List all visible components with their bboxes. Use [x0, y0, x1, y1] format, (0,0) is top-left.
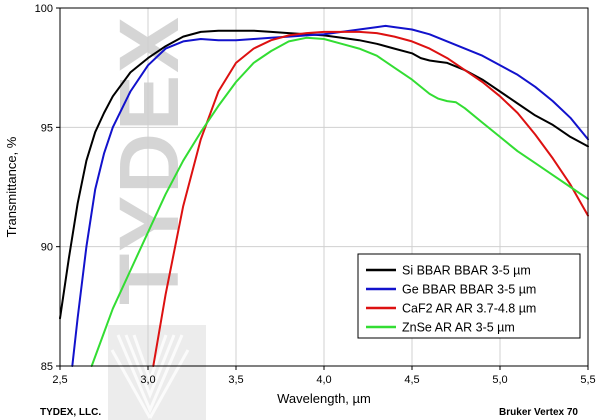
y-tick-label: 95 [41, 122, 53, 134]
series-layer [59, 24, 589, 367]
watermark-logo-lines [110, 334, 190, 419]
y-tick-label: 100 [35, 3, 53, 15]
legend: Si BBAR BBAR 3-5 µm Ge BBAR BBAR 3-5 µm Ca… [357, 253, 581, 339]
y-tick-label: 85 [41, 361, 53, 373]
x-tick-label: 4,5 [404, 374, 419, 386]
y-axis-label: Transmittance, % [4, 136, 19, 237]
x-tick-label: 3,0 [140, 374, 155, 386]
y-tick-label: 90 [41, 242, 53, 254]
x-axis-label: Wavelength, µm [277, 391, 371, 406]
series-line-4 [90, 36, 589, 367]
x-tick-label: 2,5 [52, 374, 67, 386]
series-line-3 [152, 30, 589, 367]
legend-box [357, 253, 581, 339]
grid-lines [60, 8, 588, 366]
legend-label-2: Ge BBAR BBAR 3-5 µm [402, 283, 536, 297]
x-tick-label: 3,5 [228, 374, 243, 386]
axis-ticks: 2,5 3,0 3,5 4,0 4,5 5,0 5,5 85 90 95 100 [35, 3, 596, 386]
legend-label-4: ZnSe AR AR 3-5 µm [402, 321, 515, 335]
x-tick-label: 5,5 [580, 374, 595, 386]
legend-label-1: Si BBAR BBAR 3-5 µm [402, 264, 531, 278]
footer-company: TYDEX, LLC. [40, 407, 101, 418]
footer-instrument: Bruker Vertex 70 [499, 407, 578, 418]
legend-label-3: CaF2 AR AR 3.7-4.8 µm [402, 302, 536, 316]
x-tick-label: 5,0 [492, 374, 507, 386]
x-tick-label: 4,0 [316, 374, 331, 386]
series-line-2 [71, 24, 589, 367]
